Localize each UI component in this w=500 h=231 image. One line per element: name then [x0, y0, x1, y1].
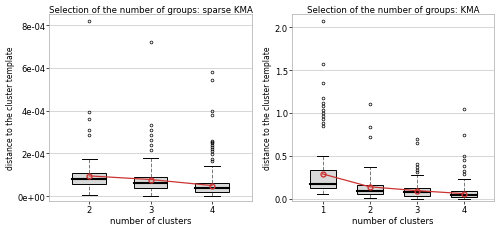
X-axis label: number of clusters: number of clusters: [110, 216, 192, 225]
Bar: [72, 173, 106, 185]
X-axis label: number of clusters: number of clusters: [352, 216, 434, 225]
Bar: [195, 184, 229, 192]
Bar: [310, 171, 336, 189]
Bar: [356, 186, 382, 195]
Bar: [134, 177, 168, 188]
Y-axis label: distance to the cluster template: distance to the cluster template: [6, 46, 15, 169]
Bar: [404, 188, 429, 196]
Bar: [451, 192, 477, 197]
Y-axis label: distance to the cluster template: distance to the cluster template: [263, 46, 272, 169]
Title: Selection of the number of groups: KMA: Selection of the number of groups: KMA: [307, 6, 480, 15]
Title: Selection of the number of groups: sparse KMA: Selection of the number of groups: spars…: [48, 6, 253, 15]
